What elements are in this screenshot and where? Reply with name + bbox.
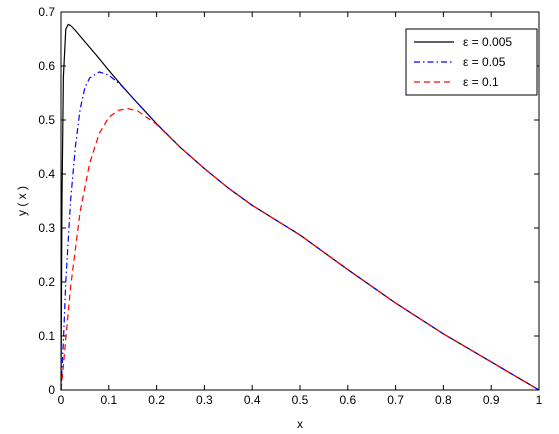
x-tick-label: 0.9: [483, 393, 500, 407]
series-layer: [60, 23, 540, 391]
x-tick-label: 0.5: [292, 393, 309, 407]
ticks-layer: 0 0.1 0.2 0.3 0.4 0.5 0.6 0.7 0.8 0.9 1 0 0.1 0.2 0.3 0…: [38, 5, 542, 407]
x-tick-label: 0: [58, 393, 65, 407]
legend-label-2: ε = 0.05: [463, 55, 506, 69]
y-axis-label: y ( x ): [15, 186, 29, 216]
legend-label-1: ε = 0.005: [463, 35, 512, 49]
x-axis-label: x: [297, 417, 303, 431]
y-tick-label: 0.1: [38, 329, 55, 343]
legend-label-3: ε = 0.1: [463, 75, 499, 89]
y-tick-label: 0.2: [38, 275, 55, 289]
series-line-3: [60, 108, 540, 391]
x-tick-label: 0.1: [100, 393, 117, 407]
x-tick-label: 0.7: [387, 393, 404, 407]
y-tick-label: 0.7: [38, 5, 55, 19]
legend: ε = 0.005 ε = 0.05 ε = 0.1: [405, 28, 538, 96]
x-tick-label: 0.6: [339, 393, 356, 407]
y-tick-label: 0.3: [38, 221, 55, 235]
y-tick-label: 0.4: [38, 167, 55, 181]
y-tick-label: 0.6: [38, 59, 55, 73]
x-tick-label: 0.2: [148, 393, 165, 407]
y-tick-label: 0.5: [38, 113, 55, 127]
y-tick-label: 0: [48, 383, 55, 397]
x-tick-label: 0.8: [435, 393, 452, 407]
x-tick-label: 0.4: [244, 393, 261, 407]
x-tick-label: 0.3: [196, 393, 213, 407]
x-tick-label: 1: [536, 393, 543, 407]
